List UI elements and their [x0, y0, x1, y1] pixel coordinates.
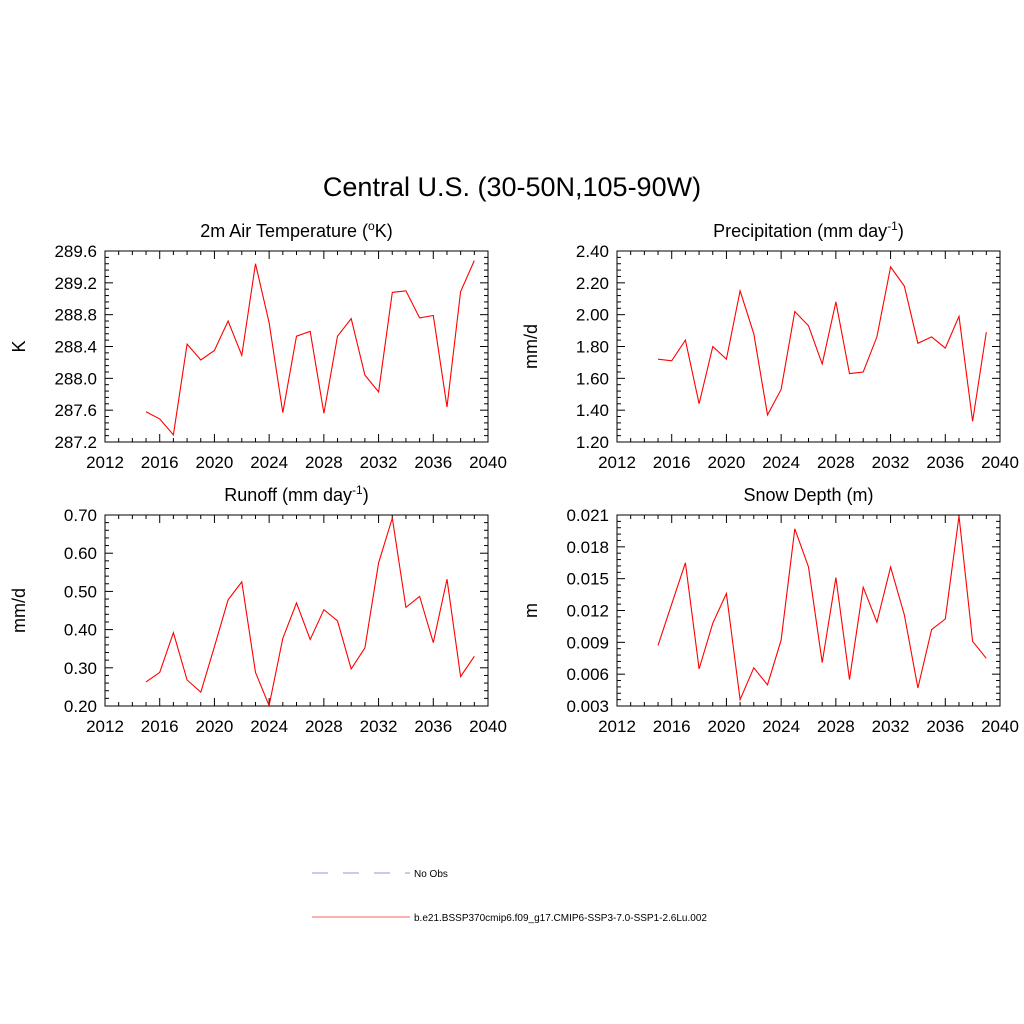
panel-title: Precipitation (mm day-1) — [713, 219, 904, 241]
plot-frame — [104, 250, 489, 443]
panel-2: Precipitation (mm day-1) mm/d 2012 2016 2020… — [521, 219, 1019, 472]
x-tick-label: 2020 — [708, 717, 746, 736]
y-tick-label: 1.40 — [576, 401, 609, 420]
y-tick-label: 0.50 — [64, 582, 97, 601]
y-tick-label: 289.2 — [54, 274, 97, 293]
x-tick-label: 2040 — [469, 453, 507, 472]
x-tick-label: 2012 — [598, 717, 636, 736]
x-tick-label: 2028 — [305, 717, 343, 736]
x-tick-label: 2040 — [469, 717, 507, 736]
x-tick-label: 2032 — [360, 453, 398, 472]
x-tick-label: 2040 — [981, 717, 1019, 736]
y-tick-label: 0.70 — [64, 506, 97, 525]
x-tick-label: 2040 — [981, 453, 1019, 472]
panel-title-text: Precipitation (mm day — [713, 221, 887, 241]
y-tick-label: 287.6 — [54, 401, 97, 420]
series-line — [657, 265, 987, 422]
series-line — [145, 260, 475, 437]
y-tick-label: 2.00 — [576, 306, 609, 325]
x-tick-label: 2028 — [817, 453, 855, 472]
panel-title-text: Snow Depth (m) — [743, 485, 873, 505]
y-tick-label: 0.018 — [566, 538, 609, 557]
x-tick-label: 2036 — [414, 453, 452, 472]
plot-frame — [104, 514, 489, 707]
legend-label-1: No Obs — [414, 869, 448, 880]
x-tick-label: 2020 — [196, 453, 234, 472]
y-tick-label: 1.80 — [576, 338, 609, 357]
x-tick-label: 2036 — [414, 717, 452, 736]
series-line — [657, 516, 987, 702]
panel-1: 2m Air Temperature (oK) K 2012 2016 2020 2024… — [9, 219, 507, 472]
x-tick-label: 2028 — [305, 453, 343, 472]
panel-title: 2m Air Temperature (oK) — [200, 219, 392, 241]
x-tick-label: 2024 — [762, 453, 800, 472]
x-tick-label: 2020 — [708, 453, 746, 472]
legend-label-2: b.e21.BSSP370cmip6.f09_g17.CMIP6-SSP3-7.… — [414, 913, 707, 924]
y-axis-label: mm/d — [9, 588, 29, 633]
x-tick-label: 2028 — [817, 717, 855, 736]
y-axis-label: m — [521, 603, 541, 618]
plot-frame — [616, 514, 1001, 707]
figure-title: Central U.S. (30-50N,105-90W) — [323, 172, 701, 202]
y-tick-label: 0.021 — [566, 506, 609, 525]
y-tick-label: 0.006 — [566, 665, 609, 684]
panels: 2m Air Temperature (oK) K 2012 2016 2020 2024… — [9, 219, 1019, 736]
y-axis-label: K — [9, 340, 29, 352]
legend: No Obs b.e21.BSSP370cmip6.f09_g17.CMIP6-S… — [312, 869, 707, 924]
x-tick-label: 2016 — [653, 453, 691, 472]
panel-title-text: 2m Air Temperature ( — [200, 221, 368, 241]
y-tick-label: 0.40 — [64, 621, 97, 640]
y-tick-label: 288.8 — [54, 306, 97, 325]
y-tick-label: 289.6 — [54, 242, 97, 261]
x-tick-label: 2020 — [196, 717, 234, 736]
x-tick-label: 2036 — [926, 453, 964, 472]
y-tick-label: 0.003 — [566, 697, 609, 716]
y-tick-label: 288.0 — [54, 369, 97, 388]
x-tick-label: 2024 — [762, 717, 800, 736]
panel-title-after: ) — [898, 221, 904, 241]
panel-title-after: K) — [375, 221, 393, 241]
x-tick-label: 2024 — [250, 717, 288, 736]
panel-title: Runoff (mm day-1) — [224, 483, 368, 505]
x-tick-label: 2016 — [653, 717, 691, 736]
y-tick-label: 0.009 — [566, 633, 609, 652]
y-tick-label: 288.4 — [54, 338, 97, 357]
x-tick-label: 2032 — [872, 453, 910, 472]
series-line — [145, 517, 475, 708]
x-tick-label: 2012 — [598, 453, 636, 472]
y-tick-label: 2.20 — [576, 274, 609, 293]
panel-4: Snow Depth (m) m 2012 2016 2020 2024 2028 2032 2… — [521, 485, 1019, 736]
x-tick-label: 2016 — [141, 717, 179, 736]
x-tick-label: 2032 — [872, 717, 910, 736]
panel-title-after: ) — [363, 485, 369, 505]
panel-title: Snow Depth (m) — [743, 485, 873, 505]
x-tick-label: 2016 — [141, 453, 179, 472]
panel-title-sup: o — [368, 219, 375, 233]
y-tick-label: 0.012 — [566, 602, 609, 621]
x-tick-label: 2032 — [360, 717, 398, 736]
y-tick-label: 287.2 — [54, 433, 97, 452]
y-tick-label: 0.60 — [64, 544, 97, 563]
y-tick-label: 1.20 — [576, 433, 609, 452]
y-axis-label: mm/d — [521, 324, 541, 369]
y-tick-label: 1.60 — [576, 369, 609, 388]
panel-3: Runoff (mm day-1) mm/d 2012 2016 2020 2024 202… — [9, 483, 507, 736]
y-tick-label: 0.015 — [566, 570, 609, 589]
panel-title-sup: -1 — [352, 483, 363, 497]
y-tick-label: 2.40 — [576, 242, 609, 261]
x-tick-label: 2012 — [86, 717, 124, 736]
panel-title-text: Runoff (mm day — [224, 485, 352, 505]
x-tick-label: 2036 — [926, 717, 964, 736]
x-tick-label: 2024 — [250, 453, 288, 472]
x-tick-label: 2012 — [86, 453, 124, 472]
y-tick-label: 0.30 — [64, 659, 97, 678]
y-tick-label: 0.20 — [64, 697, 97, 716]
panel-title-sup: -1 — [887, 219, 898, 233]
